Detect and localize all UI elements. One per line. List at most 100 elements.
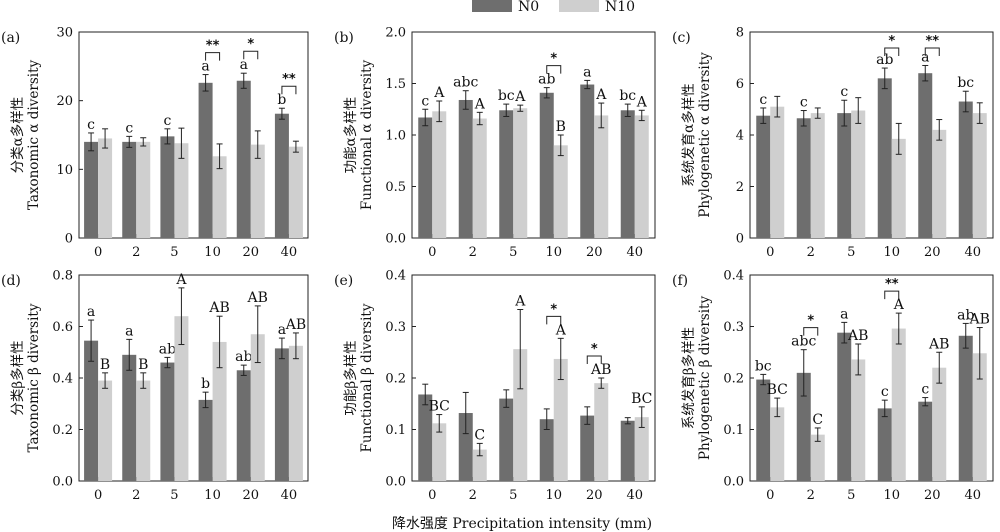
- plot-frame: [411, 274, 656, 482]
- bar-n0: [160, 362, 175, 481]
- x-tick-label: 5: [170, 245, 178, 260]
- panel-c: 0 2 4 6 8 系统发育α多样性 Phylogenetic α diversity (c)…: [672, 26, 994, 260]
- x-tick-label: 40: [281, 488, 298, 503]
- x-tick-label: 0: [428, 245, 436, 260]
- x-tick-label: 10: [545, 245, 562, 260]
- y-tick-label: 0.4: [385, 269, 406, 284]
- bar-n10: [770, 407, 785, 481]
- significance-letter: B: [138, 357, 148, 373]
- x-tick-label: 20: [242, 245, 259, 260]
- x-tick-label: 20: [924, 488, 941, 503]
- x-tick-label: 40: [964, 488, 981, 503]
- x-tick-label: 10: [883, 245, 900, 260]
- significance-stars: **: [282, 72, 296, 87]
- bar-n0: [580, 415, 595, 481]
- panel-id-label: (f): [672, 273, 688, 289]
- x-tick-label: 2: [807, 488, 815, 503]
- bar-n0: [580, 84, 595, 238]
- x-tick-label: 2: [132, 245, 140, 260]
- panel-d: 0.0 0.2 0.4 0.6 0.8 分类β多样性 Taxonomic β diversi…: [1, 269, 309, 503]
- significance-bracket: [281, 85, 297, 95]
- y-axis-label-en: Functional α diversity: [359, 59, 375, 210]
- panel-e: 0.0 0.1 0.2 0.3 0.4 功能β多样性 Functional β divers…: [334, 269, 656, 503]
- significance-stars: *: [247, 37, 254, 52]
- bar-n10: [553, 358, 568, 481]
- x-tick-label: 40: [626, 245, 643, 260]
- legend-label-n0: N0: [518, 0, 539, 15]
- bar-n0: [918, 401, 933, 481]
- panel-f: 0.0 0.1 0.2 0.3 0.4 系统发育β多样性 Phylogenetic β di…: [672, 269, 994, 503]
- bar-n10: [288, 345, 303, 481]
- bar-n0: [458, 413, 473, 481]
- bar-n10: [770, 106, 785, 238]
- bar-n0: [84, 340, 99, 481]
- bar-n10: [250, 334, 265, 481]
- bar-n0: [198, 82, 213, 239]
- y-axis-label-en: Phylogenetic β diversity: [697, 296, 713, 461]
- bar-n0: [756, 379, 771, 481]
- y-axis-label-cn: 分类β多样性: [9, 340, 26, 415]
- y-tick-label: 30: [56, 26, 73, 41]
- bar-n0: [122, 141, 137, 238]
- x-tick-label: 2: [469, 488, 477, 503]
- y-tick-label: 0.2: [723, 372, 744, 387]
- significance-letter: A: [175, 272, 187, 288]
- y-tick-label: 0.2: [385, 372, 406, 387]
- significance-letter: AB: [208, 300, 229, 316]
- bar-n0: [458, 99, 473, 238]
- significance-letter: ab: [159, 341, 176, 357]
- y-axis-label-cn: 系统发育α多样性: [680, 83, 697, 187]
- x-tick-label: 20: [242, 488, 259, 503]
- significance-bracket: [924, 47, 940, 56]
- significance-letter: A: [636, 94, 648, 110]
- significance-stars: *: [807, 314, 814, 329]
- bar-n10: [98, 380, 113, 481]
- significance-letter: B: [556, 119, 566, 135]
- significance-letter: bc: [957, 75, 974, 91]
- significance-letter: c: [800, 95, 808, 111]
- y-tick-label: 0.6: [52, 320, 73, 335]
- significance-letter: ab: [876, 52, 893, 68]
- bar-n10: [513, 349, 528, 481]
- significance-letter: AB: [247, 290, 268, 306]
- legend-swatch-n10: [559, 0, 599, 12]
- y-tick-label: 0.0: [385, 475, 406, 490]
- significance-letter: A: [555, 322, 567, 338]
- significance-letter: C: [812, 412, 823, 428]
- y-tick-label: 2: [736, 180, 744, 195]
- significance-letter: AB: [285, 317, 306, 333]
- significance-letter: BC: [631, 391, 652, 407]
- y-tick-label: 1.0: [385, 129, 406, 144]
- significance-letter: A: [893, 297, 905, 313]
- significance-bracket: [546, 315, 562, 325]
- bar-n10: [932, 129, 947, 238]
- significance-letter: c: [125, 120, 133, 136]
- bar-n0: [539, 419, 554, 481]
- y-axis-label-cn: 功能β多样性: [342, 340, 359, 415]
- bar-n10: [472, 118, 487, 238]
- significance-letter: a: [125, 323, 133, 339]
- significance-letter: AB: [928, 336, 949, 352]
- y-tick-label: 0.4: [723, 269, 744, 284]
- y-tick-label: 0.0: [385, 232, 406, 247]
- significance-letter: a: [240, 57, 248, 73]
- significance-letter: c: [840, 84, 848, 100]
- significance-letter: c: [921, 382, 929, 398]
- bar-n0: [837, 113, 852, 238]
- bar-n0: [756, 115, 771, 238]
- y-tick-label: 20: [56, 94, 73, 109]
- significance-letter: A: [595, 87, 607, 103]
- panel-id-label: (a): [1, 30, 20, 46]
- significance-bracket: [243, 50, 259, 60]
- significance-letter: a: [583, 64, 591, 80]
- bar-n0: [499, 110, 514, 238]
- x-tick-label: 0: [766, 488, 774, 503]
- significance-letter: b: [201, 376, 210, 392]
- y-tick-label: 0.2: [52, 423, 73, 438]
- significance-letter: A: [514, 89, 526, 105]
- bar-n10: [851, 110, 866, 238]
- plot-frame: [78, 274, 309, 482]
- significance-stars: *: [888, 34, 895, 49]
- x-tick-label: 5: [170, 488, 178, 503]
- significance-letter: abc: [453, 75, 478, 91]
